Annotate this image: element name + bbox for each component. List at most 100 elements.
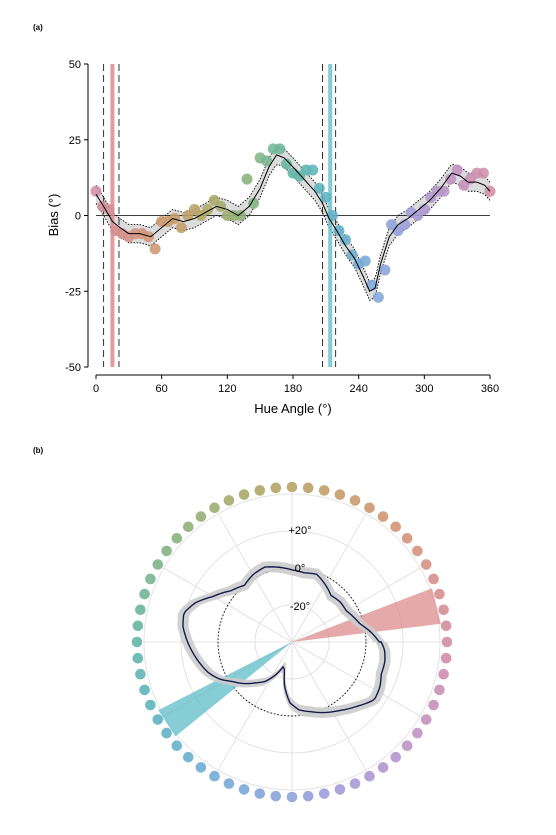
ci-upper-bound — [95, 145, 491, 283]
hue-ring-point — [171, 532, 183, 544]
hue-ring-point — [195, 762, 207, 773]
data-point — [445, 173, 457, 185]
axes: 50 25 0 -25 -50 0 60 120 180 240 300 360 — [65, 59, 499, 395]
hue-ring-point — [318, 485, 330, 496]
hue-ring-point — [440, 620, 452, 632]
hue-ring-point — [390, 521, 402, 533]
panel-label-a: (a) — [33, 23, 43, 32]
data-point — [477, 167, 489, 179]
crossover-wedge-2 — [158, 642, 292, 737]
bias-curve — [95, 154, 491, 292]
hue-ring-point — [139, 684, 150, 696]
data-point — [261, 155, 273, 167]
data-point — [451, 164, 463, 176]
hue-ring-point — [434, 684, 445, 696]
x-tick-label: 0 — [93, 383, 99, 395]
data-point — [149, 243, 161, 255]
data-point — [372, 291, 384, 303]
hue-ring-point — [286, 791, 298, 803]
hue-ring-point — [238, 489, 250, 500]
hue-ring-point — [131, 636, 143, 648]
hue-ring-point — [377, 511, 389, 522]
hue-ring-point — [135, 668, 146, 680]
hue-ring — [131, 481, 453, 803]
data-point — [326, 210, 338, 221]
data-point — [418, 203, 430, 215]
hue-ring-point — [334, 784, 346, 795]
polar-chart-hue-bias: +20° 0° -20° — [131, 481, 453, 803]
data-point — [248, 197, 260, 209]
data-point — [241, 173, 253, 185]
data-point — [359, 255, 371, 267]
radial-label: 0° — [295, 563, 306, 575]
data-point — [379, 264, 391, 276]
hue-ring-point — [412, 545, 423, 557]
y-tick-label: -50 — [65, 362, 81, 374]
hue-ring-point — [223, 778, 235, 789]
hue-ring-point — [401, 740, 413, 752]
y-tick-label: 50 — [69, 59, 81, 71]
y-tick-label: 25 — [69, 135, 81, 147]
data-point — [274, 143, 286, 155]
data-point — [90, 185, 102, 197]
hue-ring-point — [420, 714, 432, 725]
hue-ring-point — [209, 502, 220, 514]
hue-ring-point — [302, 790, 314, 802]
hue-ring-point — [238, 784, 250, 795]
x-tick-label: 360 — [481, 383, 499, 395]
polar-mean-line — [182, 566, 386, 714]
data-point — [320, 191, 332, 203]
hue-ring-point — [254, 485, 266, 496]
hue-ring-point — [334, 489, 346, 500]
hue-ring-point — [364, 502, 375, 514]
hue-ring-point — [145, 573, 156, 585]
hue-ring-point — [161, 727, 172, 739]
hue-ring-point — [390, 751, 402, 763]
line-chart-hue-bias: 50 25 0 -25 -50 0 60 120 180 240 300 360 Hue Angle … — [46, 59, 499, 416]
data-point — [143, 231, 155, 243]
hue-ring-point — [428, 699, 439, 711]
hue-ring-point — [441, 636, 453, 648]
data-point — [103, 203, 115, 215]
crossover-wedges — [158, 588, 441, 737]
reference-circle — [217, 567, 367, 717]
hue-ring-point — [420, 559, 432, 570]
hue-ring-point — [171, 740, 183, 752]
hue-ring-point — [182, 521, 194, 533]
hue-ring-point — [438, 604, 449, 616]
data-point — [438, 185, 450, 197]
y-axis-label: Bias (°) — [46, 194, 61, 237]
x-tick-label: 240 — [349, 383, 367, 395]
polar-bias-curve — [177, 561, 391, 718]
data-point — [234, 210, 246, 221]
data-point — [280, 158, 292, 170]
hue-ring-point — [139, 588, 150, 600]
data-point — [175, 222, 187, 234]
data-point — [202, 203, 214, 215]
hue-ring-point — [182, 751, 194, 763]
hue-ring-point — [349, 778, 361, 789]
data-point — [340, 234, 352, 246]
radial-labels: +20° 0° -20° — [288, 525, 311, 613]
hue-ring-point — [412, 727, 423, 739]
hue-ring-point — [318, 788, 330, 799]
hue-ring-point — [195, 511, 207, 522]
hue-ring-point — [145, 699, 156, 711]
x-tick-label: 60 — [156, 383, 168, 395]
hue-ring-point — [428, 573, 439, 585]
x-tick-label: 180 — [284, 383, 302, 395]
hue-ring-point — [270, 482, 282, 494]
hue-ring-point — [223, 495, 235, 506]
hue-ring-point — [434, 588, 445, 600]
crossover-line-1 — [110, 64, 115, 367]
hue-ring-point — [132, 620, 144, 632]
x-tick-label: 300 — [415, 383, 433, 395]
x-axis-label: Hue Angle (°) — [254, 401, 331, 416]
data-point — [307, 164, 319, 176]
hue-ring-point — [401, 532, 413, 544]
x-tick-label: 120 — [218, 383, 236, 395]
hue-ring-point — [438, 668, 449, 680]
data-point — [215, 200, 227, 212]
hue-ring-point — [135, 604, 146, 616]
